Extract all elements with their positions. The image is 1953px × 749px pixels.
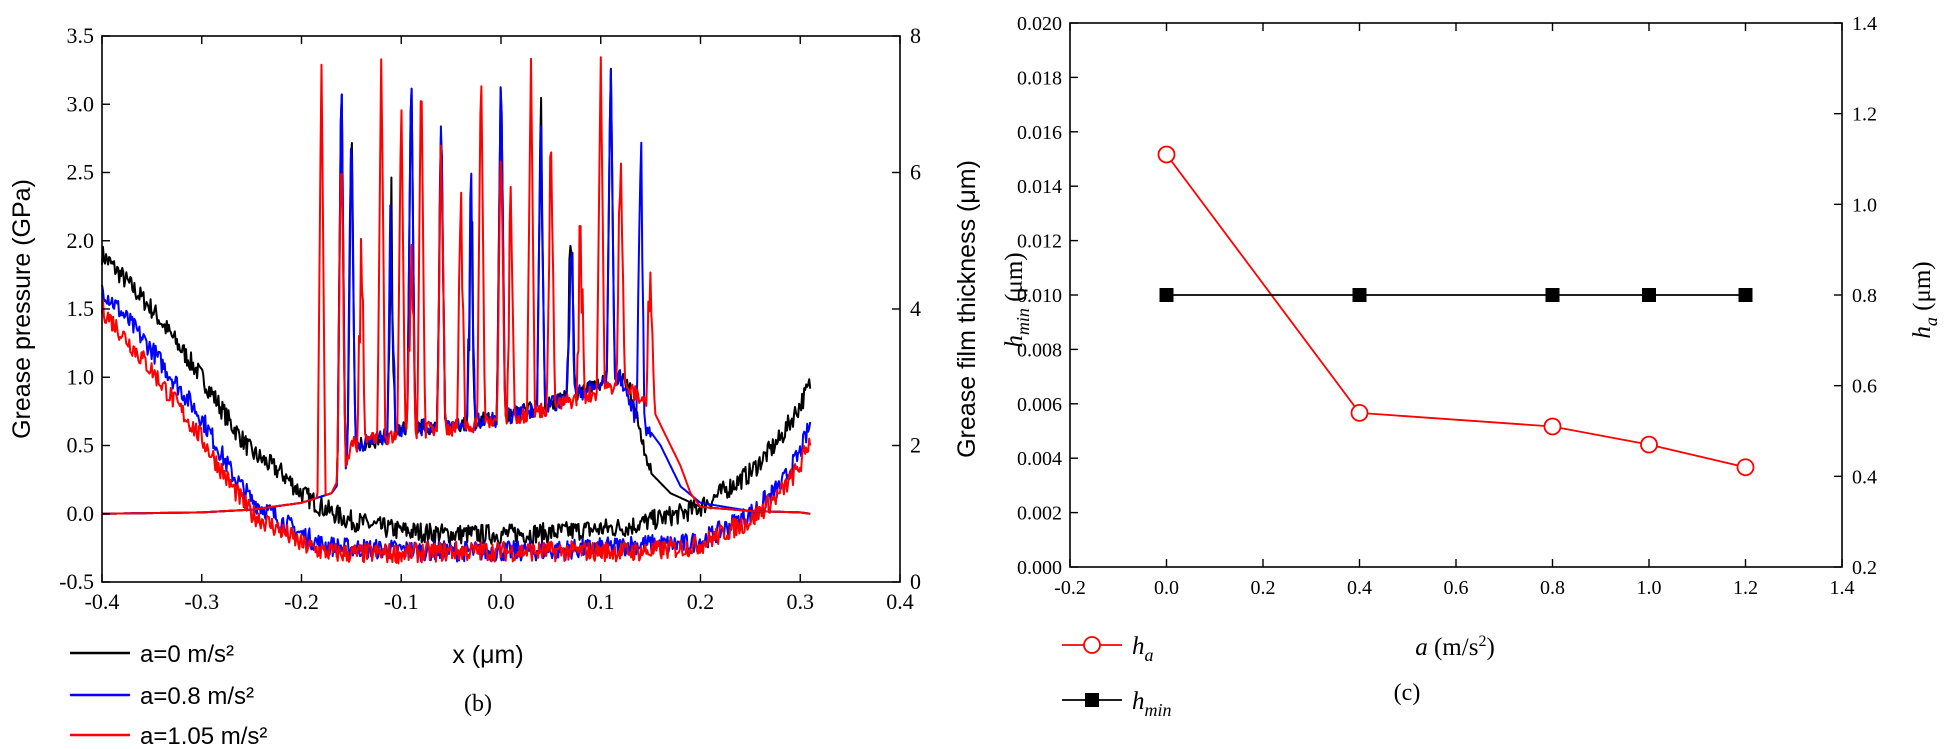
- x-tick-label: 1.4: [1830, 577, 1855, 599]
- data-point-hmin: [1159, 288, 1174, 302]
- y-left-tick-label: 0.000: [1017, 557, 1062, 579]
- legend-label-ha: ha: [1132, 633, 1154, 665]
- y-right-tick-label: 1.2: [1852, 104, 1877, 126]
- x-tick-label: 0.8: [1540, 577, 1565, 599]
- y-right-tick-label: 1.4: [1852, 13, 1877, 35]
- y-left-tick-label: 3.0: [67, 91, 95, 116]
- chart-c-legend: ha hmin: [1062, 633, 1172, 720]
- y-left-tick-label: 0.002: [1017, 503, 1062, 525]
- chart-b-x-label: x (μm): [452, 641, 523, 669]
- data-point-hmin: [1642, 288, 1656, 302]
- chart-b-axes: -0.4 -0.3 -0.2 -0.1 0.0 0.1 0.2 0.3 0.4 -0.5 0.0 0.…: [59, 23, 921, 614]
- legend-label-a105: a=1.05 m/s²: [140, 723, 267, 749]
- y-right-tick-label: 1.0: [1852, 194, 1877, 216]
- series-line: [1165, 153, 1746, 469]
- x-tick-label: 0.2: [687, 589, 715, 614]
- chart-b-y-left-label: Grease pressure (GPa): [8, 179, 36, 439]
- x-tick-label: 0.4: [886, 589, 914, 614]
- y-left-tick-label: 1.0: [67, 364, 95, 389]
- y-right-tick-label: 4: [910, 296, 921, 321]
- x-tick-label: 0.0: [487, 589, 515, 614]
- legend-label-a08: a=0.8 m/s²: [140, 683, 254, 710]
- chart-b: -0.4 -0.3 -0.2 -0.1 0.0 0.1 0.2 0.3 0.4 -0.5 0.0 0.…: [8, 23, 981, 749]
- y-right-tick-label: 0.4: [1852, 466, 1877, 488]
- y-left-tick-label: 0.016: [1017, 122, 1062, 144]
- data-point-hmin: [1545, 288, 1560, 302]
- data-point-ha: [1543, 417, 1562, 436]
- legend-label-hmin: hmin: [1132, 688, 1172, 720]
- x-tick-label: -0.2: [284, 589, 319, 614]
- y-left-tick-label: 0.5: [67, 433, 95, 458]
- chart-b-panel-label: (b): [464, 691, 492, 717]
- x-tick-label: -0.4: [85, 589, 120, 614]
- x-tick-label: 1.2: [1733, 577, 1758, 599]
- chart-c-axes: -0.2 0.0 0.2 0.4 0.6 0.8 1.0 1.2 1.4 0.000 0.002 0.…: [1017, 13, 1877, 599]
- y-right-tick-label: 0.6: [1852, 376, 1877, 398]
- chart-c-x-label: a (m/s2): [1415, 633, 1495, 661]
- y-left-tick-label: 3.5: [67, 23, 95, 48]
- data-point-ha: [1736, 458, 1755, 477]
- chart-b-legend: a=0 m/s² a=0.8 m/s² a=1.05 m/s²: [70, 641, 267, 749]
- y-left-tick-label: 2.5: [67, 160, 95, 185]
- data-point-hmin: [1352, 288, 1367, 302]
- y-left-tick-label: 0.014: [1017, 176, 1062, 198]
- x-tick-label: 0.6: [1444, 577, 1469, 599]
- y-left-tick-label: 0.010: [1017, 285, 1062, 307]
- x-tick-label: 0.0: [1154, 577, 1179, 599]
- y-left-tick-label: 2.0: [67, 228, 95, 253]
- x-tick-label: -0.3: [184, 589, 219, 614]
- x-tick-label: 1.0: [1637, 577, 1662, 599]
- data-point-ha: [1350, 403, 1369, 422]
- data-point-ha: [1157, 145, 1176, 164]
- data-point-ha: [1640, 435, 1658, 454]
- y-left-tick-label: 0.018: [1017, 67, 1062, 89]
- y-left-tick-label: 0.006: [1017, 394, 1062, 416]
- y-right-tick-label: 0: [910, 569, 921, 594]
- x-tick-label: 0.4: [1347, 577, 1372, 599]
- chart-c-y-left-label: hmin (μm): [1001, 252, 1033, 347]
- chart-c: -0.2 0.0 0.2 0.4 0.6 0.8 1.0 1.2 1.4 0.000 0.002 0.…: [1001, 13, 1941, 720]
- y-left-tick-label: 0.004: [1017, 448, 1062, 470]
- chart-b-y-right-label: Grease film thickness (μm): [953, 160, 981, 458]
- series-line: [101, 56, 811, 515]
- series-line: [101, 299, 812, 565]
- data-point-hmin: [1738, 288, 1753, 302]
- x-tick-label: -0.1: [384, 589, 419, 614]
- y-left-tick-label: 0.012: [1017, 231, 1062, 253]
- y-left-tick-label: 0.0: [67, 501, 95, 526]
- y-right-tick-label: 6: [910, 160, 921, 185]
- chart-c-y-right-label: ha (μm): [1909, 261, 1941, 338]
- y-left-tick-label: 1.5: [67, 296, 95, 321]
- x-tick-label: -0.2: [1054, 577, 1086, 599]
- chart-c-panel-label: (c): [1394, 680, 1421, 706]
- legend-label-a0: a=0 m/s²: [140, 641, 234, 668]
- x-tick-label: 0.1: [587, 589, 615, 614]
- y-left-tick-label: 0.008: [1017, 339, 1062, 361]
- x-tick-label: 0.3: [787, 589, 815, 614]
- y-right-tick-label: 2: [910, 433, 921, 458]
- y-right-tick-label: 8: [910, 23, 921, 48]
- chart-c-traces: [1157, 145, 1755, 477]
- legend-marker-hmin: [1085, 693, 1099, 707]
- legend-marker-ha: [1083, 636, 1101, 654]
- chart-b-traces: [101, 56, 812, 565]
- series-line: [101, 245, 812, 545]
- y-left-tick-label: -0.5: [59, 569, 94, 594]
- x-tick-label: 0.2: [1251, 577, 1276, 599]
- y-left-tick-label: 0.020: [1017, 13, 1062, 35]
- y-right-tick-label: 0.2: [1852, 557, 1877, 579]
- y-right-tick-label: 0.8: [1852, 285, 1877, 307]
